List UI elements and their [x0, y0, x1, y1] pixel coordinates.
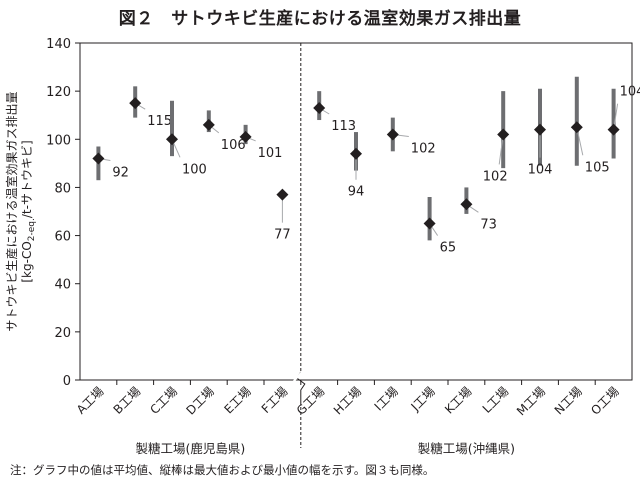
x-category-label: H工場 [331, 384, 364, 417]
mean-value-label: 92 [112, 166, 129, 181]
mean-marker [386, 128, 399, 141]
group-label: 製糖工場(沖縄県) [418, 441, 515, 456]
y-axis-title-part: /t-サトウキビ] [20, 140, 34, 218]
x-category-label: N工場 [552, 384, 585, 417]
mean-value-label: 94 [348, 185, 365, 200]
x-category-label: B工場 [111, 384, 144, 417]
mean-marker [350, 147, 362, 160]
mean-value-label: 73 [480, 217, 497, 232]
chart-note: 注：グラフ中の値は平均値、縦棒は最大値および最小値の幅を示す。図３も同様。 [10, 463, 435, 477]
mean-marker [423, 217, 436, 230]
group-label: 製糖工場(鹿児島県) [136, 441, 246, 456]
mean-marker [239, 130, 252, 143]
x-category-label: D工場 [184, 384, 217, 417]
mean-marker [166, 133, 178, 146]
mean-marker [570, 121, 583, 134]
y-tick-label: 120 [46, 85, 71, 100]
mean-value-label: 102 [483, 169, 508, 184]
mean-marker [460, 198, 473, 211]
x-category-label: I工場 [372, 384, 401, 413]
mean-marker [313, 101, 326, 114]
mean-marker [607, 123, 620, 136]
y-tick-label: 140 [46, 37, 71, 52]
y-tick-label: 80 [54, 181, 71, 196]
mean-value-label: 104 [620, 85, 640, 100]
x-category-label: M工場 [514, 384, 548, 418]
plot-frame [79, 42, 633, 381]
x-category-label: A工場 [74, 384, 107, 417]
mean-marker [276, 188, 289, 201]
y-tick-label: 100 [46, 133, 71, 148]
mean-marker [92, 152, 105, 165]
y-tick-label: 40 [54, 278, 71, 293]
x-category-label: E工場 [221, 384, 253, 416]
mean-marker [534, 123, 546, 136]
mean-value-label: 106 [221, 138, 246, 153]
mean-marker [129, 97, 142, 110]
y-axis-title-part: [kg-CO [20, 241, 34, 282]
mean-value-label: 101 [258, 146, 283, 161]
mean-value-label: 105 [585, 160, 610, 175]
y-axis-title-line1: サトウキビ生産における温室効果ガス排出量 [4, 91, 19, 331]
x-category-label: K工場 [442, 384, 474, 416]
mean-marker [202, 118, 215, 131]
x-category-label: O工場 [588, 384, 622, 418]
y-axis-title-subscript: 2-eq. [27, 218, 37, 241]
x-category-label: L工場 [480, 384, 512, 416]
mean-value-label: 104 [528, 163, 553, 178]
chart-title: 図２ サトウキビ生産における温室効果ガス排出量 [118, 9, 522, 29]
mean-value-label: 100 [182, 162, 207, 177]
y-tick-label: 20 [54, 326, 71, 341]
mean-value-label: 102 [411, 141, 436, 156]
mean-value-label: 77 [274, 228, 291, 243]
y-tick-label: 0 [63, 374, 71, 389]
y-tick-label: 60 [54, 230, 71, 245]
x-category-label: J工場 [408, 384, 438, 414]
axis-break-gap [286, 370, 304, 390]
mean-value-label: 65 [440, 241, 457, 256]
y-axis-title-line2: [kg-CO2-eq./t-サトウキビ] [20, 140, 37, 282]
x-category-label: G工場 [294, 384, 327, 417]
mean-marker [497, 128, 510, 141]
x-category-label: F工場 [259, 384, 291, 416]
x-category-label: C工場 [147, 384, 180, 417]
mean-value-label: 113 [331, 119, 356, 134]
mean-value-label: 115 [147, 114, 172, 129]
